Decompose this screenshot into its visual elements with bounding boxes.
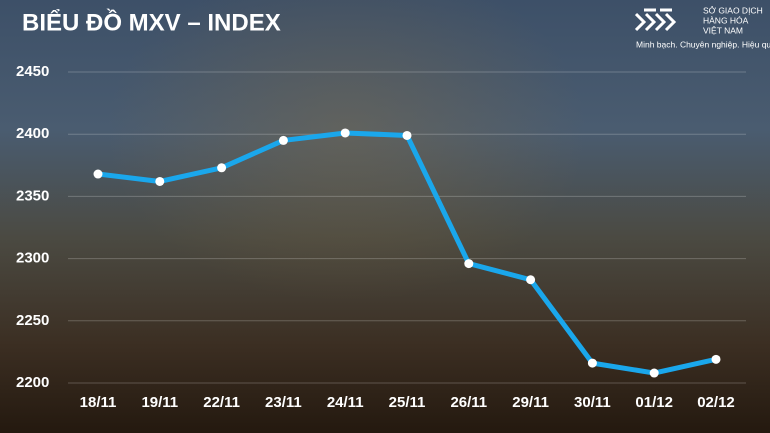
logo-mark bbox=[634, 8, 677, 32]
x-tick-label: 18/11 bbox=[80, 394, 117, 411]
data-point bbox=[587, 358, 597, 368]
x-tick-label: 22/11 bbox=[203, 394, 240, 411]
logo-line: VIỆT NAM bbox=[703, 25, 743, 35]
data-point bbox=[340, 128, 350, 138]
data-point bbox=[402, 130, 412, 140]
x-tick-label: 24/11 bbox=[327, 394, 364, 411]
y-tick-label: 2300 bbox=[16, 250, 49, 267]
data-line bbox=[97, 130, 717, 376]
data-point bbox=[464, 259, 474, 269]
y-tick-label: 2350 bbox=[16, 187, 49, 204]
x-tick-label: 01/12 bbox=[635, 394, 673, 411]
data-point bbox=[217, 163, 227, 173]
x-tick-label: 02/12 bbox=[697, 394, 735, 411]
y-tick-label: 2450 bbox=[16, 63, 49, 80]
data-point bbox=[649, 368, 659, 378]
data-point bbox=[526, 275, 536, 285]
y-tick-label: 2250 bbox=[16, 312, 49, 329]
chart-title: BIỂU ĐỒ MXV – INDEX bbox=[22, 8, 281, 36]
logo-tagline: Minh bạch. Chuyên nghiệp. Hiệu quả bbox=[636, 39, 770, 49]
x-tick-label: 19/11 bbox=[141, 394, 178, 411]
data-point bbox=[93, 169, 103, 179]
x-tick-label: 29/11 bbox=[512, 394, 549, 411]
logo-line: SỞ GIAO DỊCH bbox=[703, 4, 763, 15]
data-point bbox=[711, 354, 721, 364]
x-tick-label: 25/11 bbox=[389, 394, 426, 411]
x-tick-label: 30/11 bbox=[574, 394, 611, 411]
y-tick-label: 2400 bbox=[16, 125, 49, 142]
x-tick-label: 26/11 bbox=[450, 394, 487, 411]
data-point bbox=[155, 176, 165, 186]
y-tick-label: 2200 bbox=[16, 374, 49, 391]
data-point bbox=[278, 135, 288, 145]
x-tick-label: 23/11 bbox=[265, 394, 302, 411]
logo-line: HÀNG HÓA bbox=[703, 15, 749, 25]
